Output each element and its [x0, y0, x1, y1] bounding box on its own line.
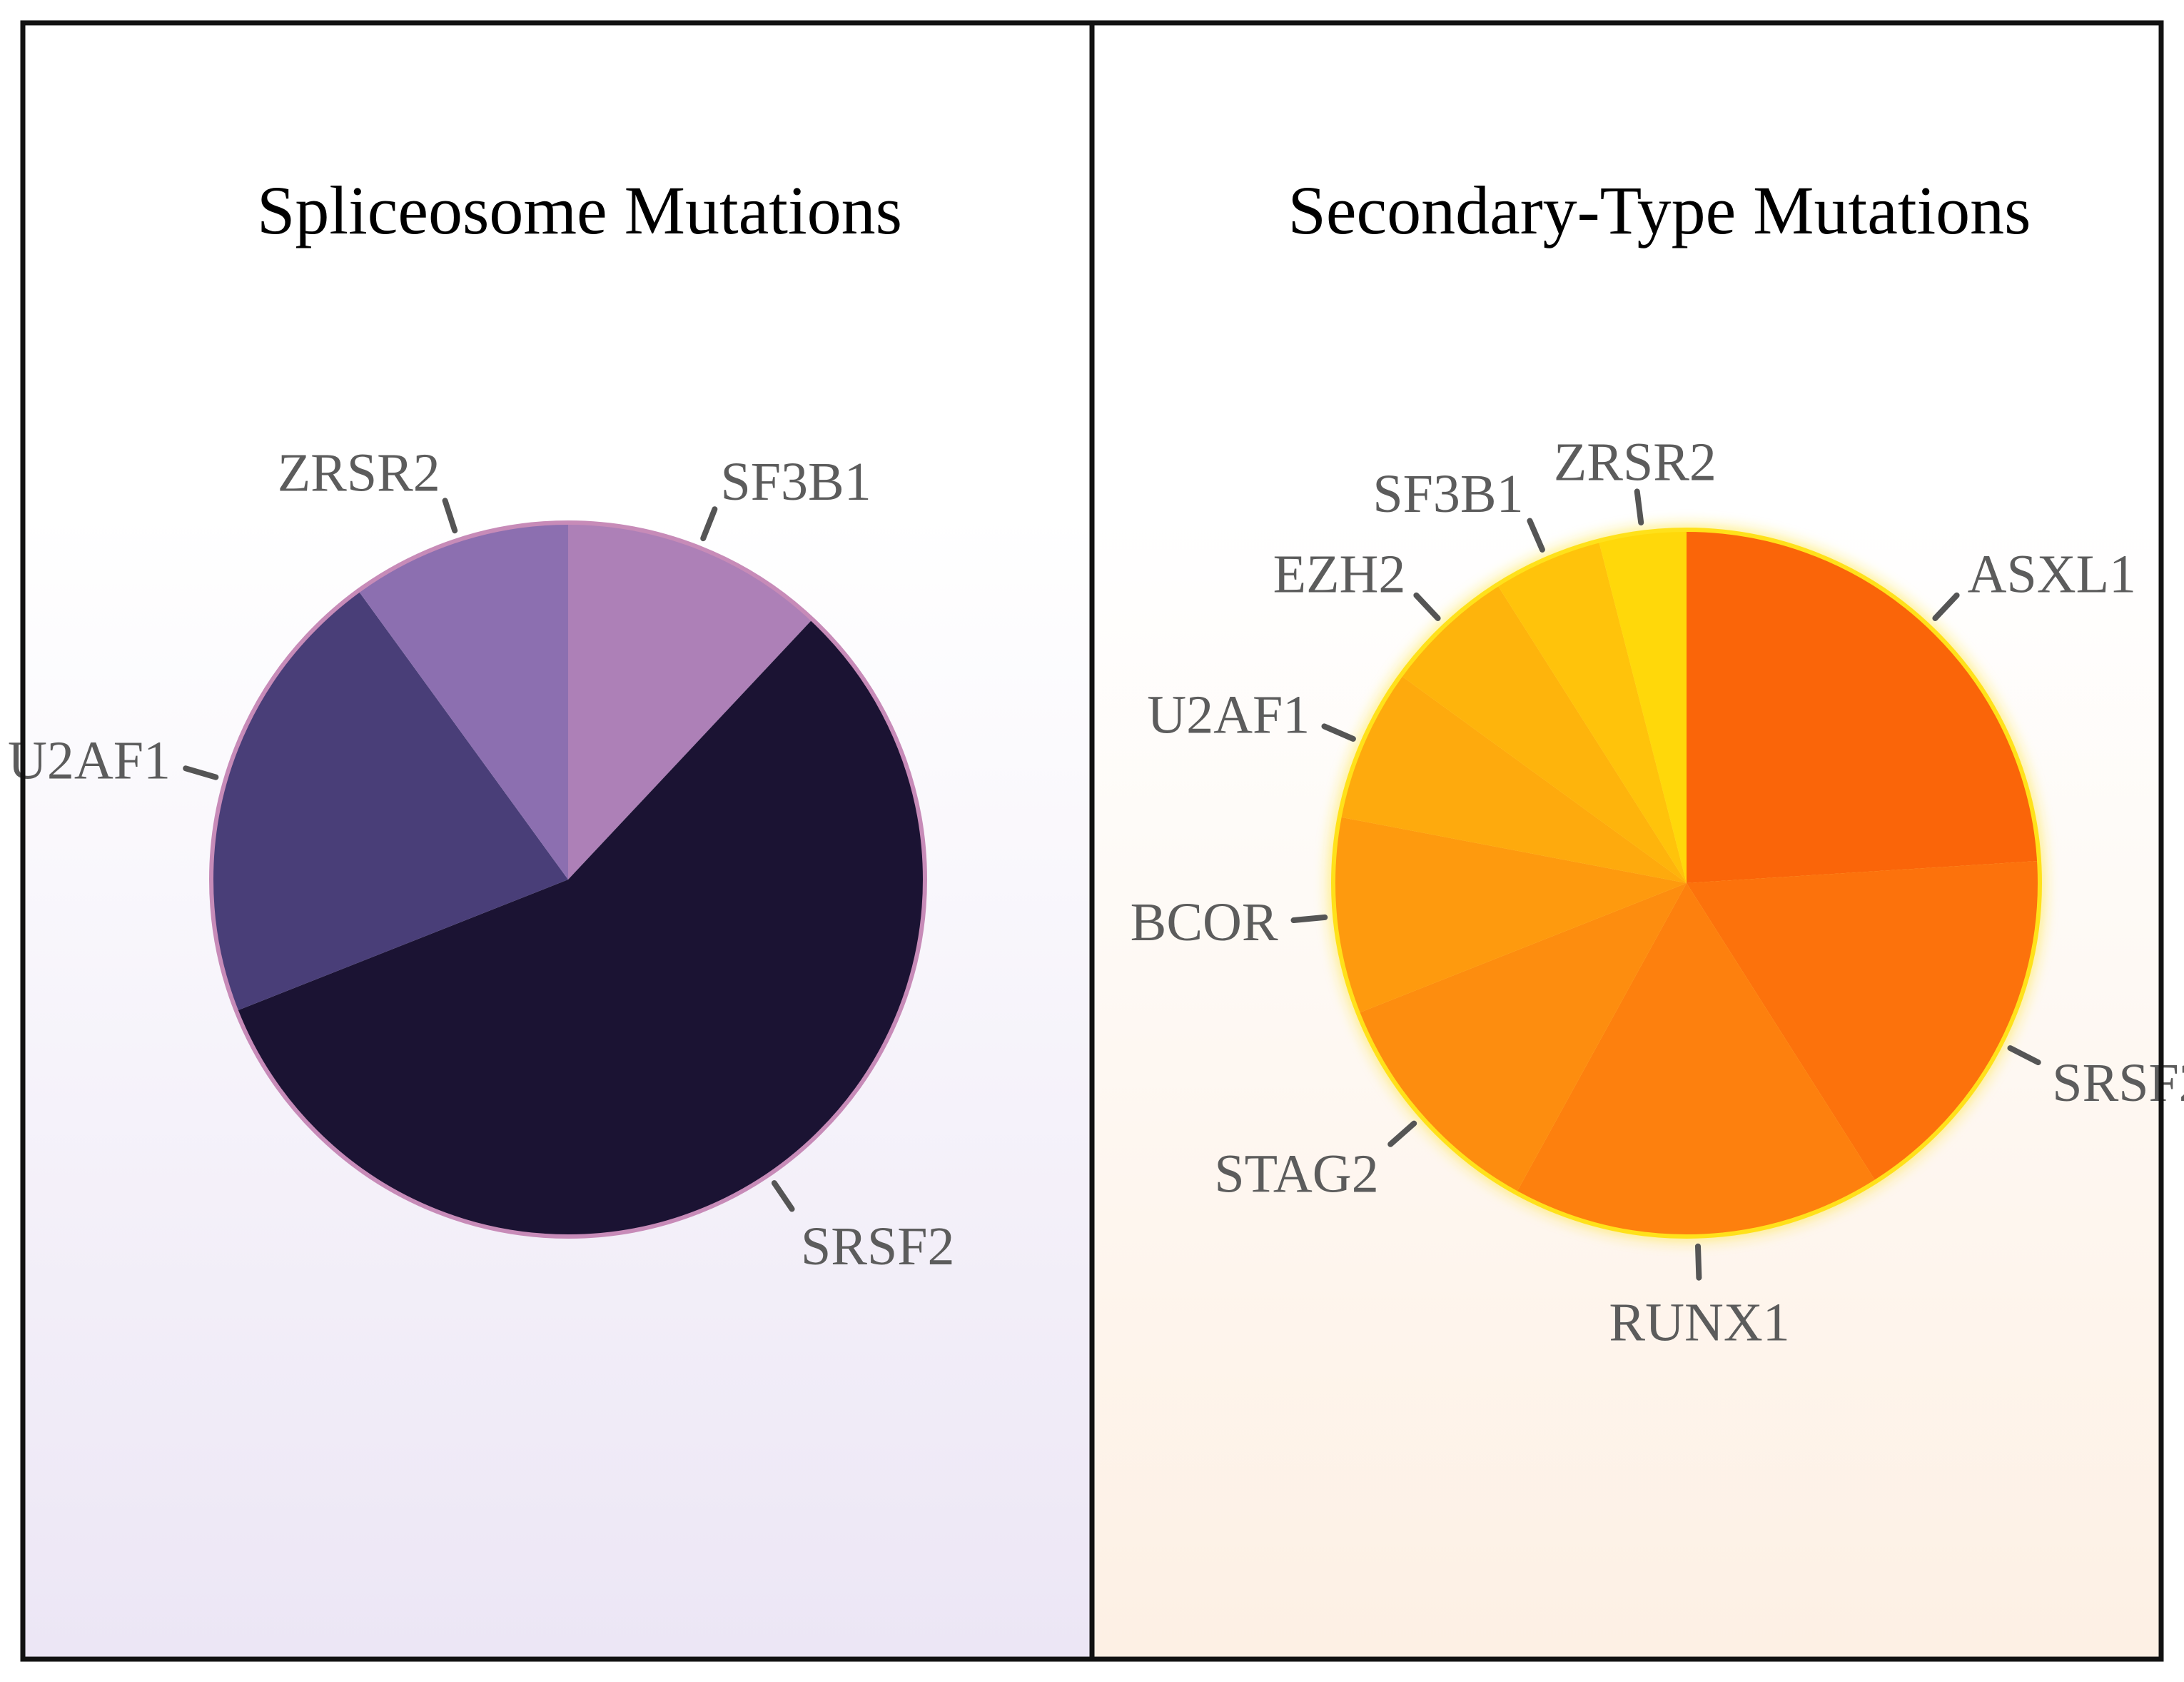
slice-label-ezh2: EZH2	[1273, 544, 1406, 604]
slice-label-zrsr2: ZRSR2	[1554, 433, 1717, 493]
slice-label-srsf2: SRSF2	[2052, 1053, 2184, 1113]
leader-line	[442, 498, 458, 534]
pie-outline	[209, 520, 927, 1239]
leader-line	[1527, 518, 1545, 553]
pie-slice-sf3b1	[1497, 540, 1687, 883]
pie-slice-zrsr2	[1598, 530, 1687, 883]
pie-slice-stag2	[1358, 883, 1687, 1193]
pie-slice-u2af1	[211, 590, 568, 1012]
panel-secondary-type: Secondary-Type Mutations ASXL1 SRSF2 RUNX1…	[1094, 23, 2184, 1659]
leader-line	[1932, 592, 1960, 621]
leader-line	[1413, 592, 1441, 621]
pie-slice-asxl1	[1687, 530, 2040, 883]
pie-slice-srsf2	[1687, 860, 2040, 1182]
pie-slice-u2af1	[1339, 675, 1687, 883]
pie-chart: ASXL1 SRSF2 RUNX1 STAG2 BCOR U2AF1 EZH2 SF3B1 ZR…	[1131, 433, 2184, 1353]
panel-spliceosome: Spliceosome Mutations SF3B1 SRSF2 U2AF1 ZRS…	[8, 23, 1090, 1659]
chart-title: Spliceosome Mutations	[257, 172, 902, 248]
leader-line	[183, 765, 219, 780]
pie-slice-zrsr2	[358, 523, 568, 880]
slice-label-u2af1: U2AF1	[8, 731, 171, 791]
slice-label-runx1: RUNX1	[1609, 1293, 1789, 1353]
leader-line	[1634, 488, 1644, 525]
leader-line	[1387, 1120, 1417, 1147]
leader-line	[1290, 914, 1328, 923]
panel-borders	[20, 20, 2164, 1662]
pie-slice-srsf2	[236, 619, 926, 1237]
slice-labels: SF3B1 SRSF2 U2AF1 ZRSR2	[8, 443, 955, 1276]
slice-label-asxl1: ASXL1	[1968, 544, 2136, 604]
slice-label-bcor: BCOR	[1131, 892, 1278, 952]
pie-slice-bcor	[1333, 817, 1687, 1014]
leader-line	[2007, 1045, 2041, 1066]
slice-label-zrsr2: ZRSR2	[278, 443, 440, 503]
slice-label-u2af1: U2AF1	[1147, 685, 1310, 745]
pie-outline	[1331, 528, 2042, 1239]
leader-line	[1695, 1243, 1702, 1281]
slice-label-stag2: STAG2	[1214, 1144, 1378, 1204]
pie-slice-sf3b1	[568, 523, 813, 880]
leader-line	[700, 506, 718, 542]
leader-line	[1321, 723, 1356, 742]
pie-slice-ezh2	[1400, 585, 1687, 883]
slice-label-sf3b1: SF3B1	[1372, 464, 1523, 524]
slice-label-srsf2: SRSF2	[801, 1217, 955, 1276]
pie-chart: SF3B1 SRSF2 U2AF1 ZRSR2	[8, 443, 955, 1276]
chart-title: Secondary-Type Mutations	[1288, 172, 2031, 248]
slice-labels: ASXL1 SRSF2 RUNX1 STAG2 BCOR U2AF1 EZH2 SF3B1 ZR…	[1131, 433, 2184, 1353]
slice-label-sf3b1: SF3B1	[721, 452, 871, 512]
pie-slice-runx1	[1516, 883, 1876, 1237]
leader-line	[771, 1180, 795, 1212]
